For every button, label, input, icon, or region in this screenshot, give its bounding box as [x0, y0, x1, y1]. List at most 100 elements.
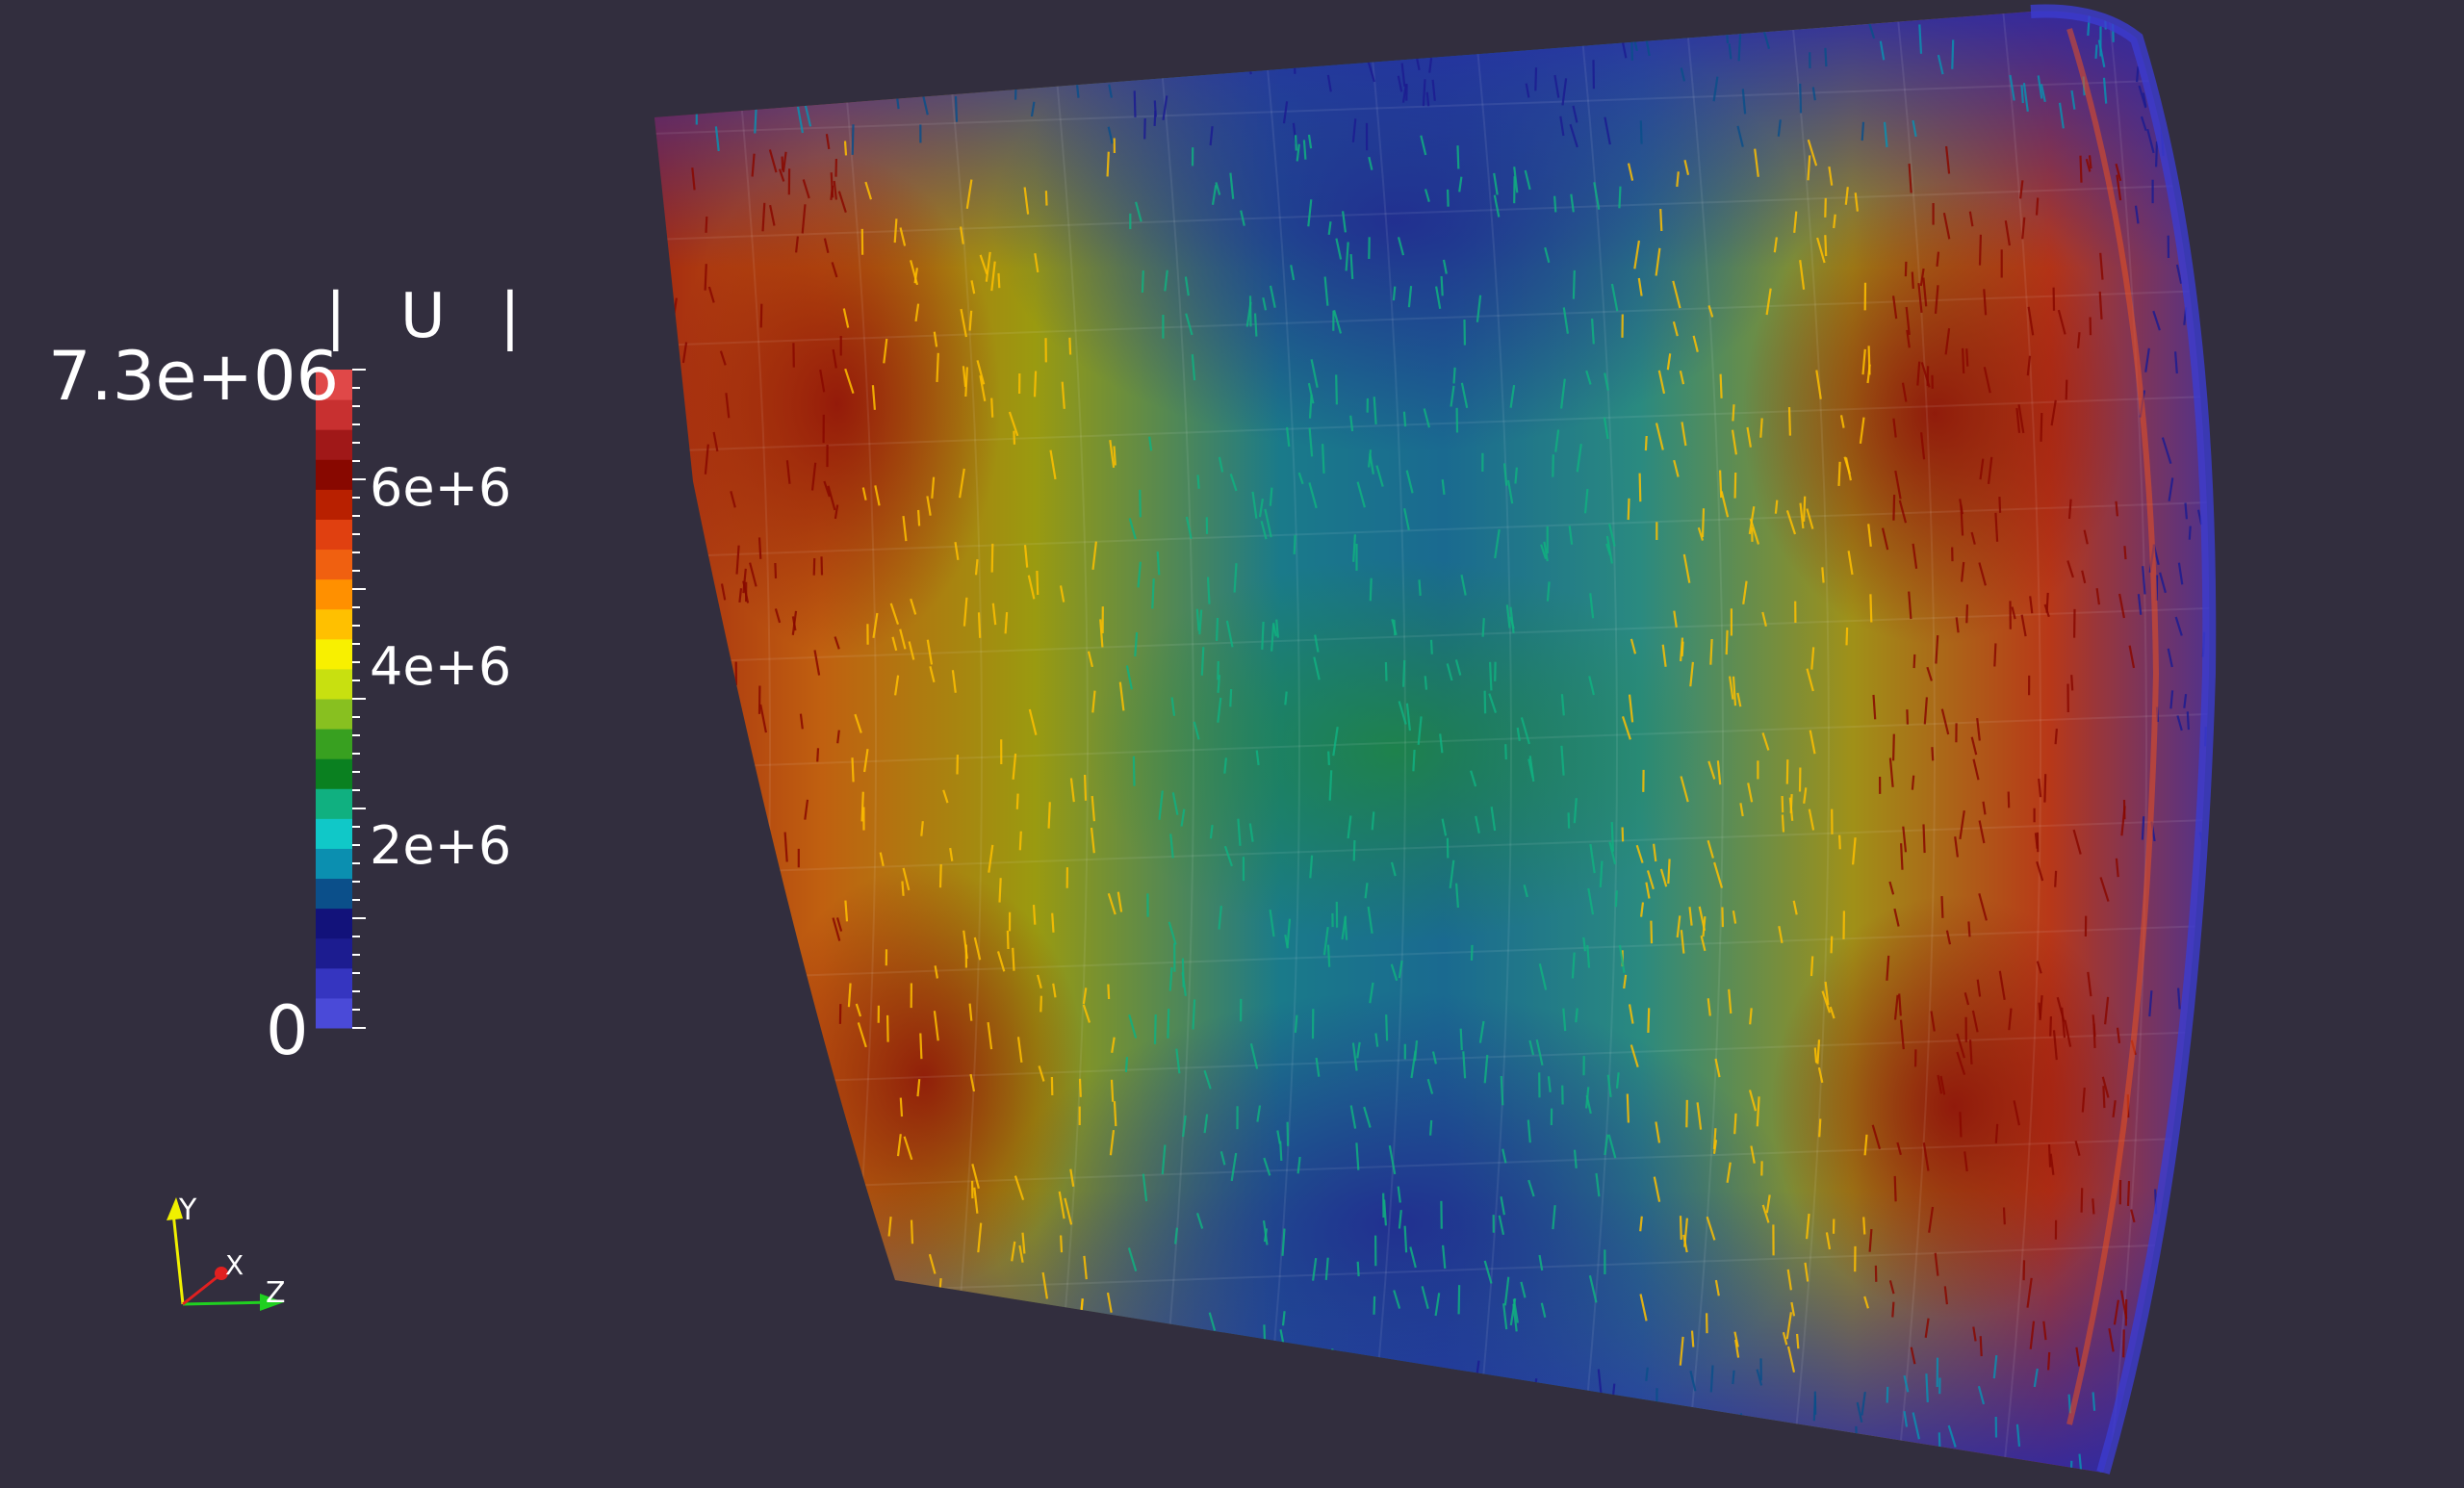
vector-glyph [926, 639, 934, 665]
vector-glyph [1998, 497, 2002, 513]
vector-glyph [1322, 444, 1325, 474]
vector-glyph [1828, 1436, 1835, 1467]
vector-glyph [729, 940, 733, 969]
vector-glyph [1869, 594, 1873, 623]
vector-glyph [1627, 498, 1630, 521]
vector-glyph [1535, 1039, 1544, 1066]
vector-glyph [1697, 526, 1705, 541]
vector-glyph [1781, 795, 1784, 813]
vector-glyph [1605, 535, 1613, 564]
vector-glyph [2169, 690, 2174, 709]
vector-glyph [2137, 594, 2143, 615]
vector-glyph [1498, 1215, 1505, 1236]
vector-glyph [671, 502, 674, 519]
vector-glyph [1091, 690, 1096, 713]
vector-glyph [1469, 1455, 1475, 1474]
vector-glyph [757, 944, 765, 964]
vector-glyph [1454, 659, 1462, 676]
vector-glyph [1090, 827, 1095, 854]
vector-glyph [1936, 251, 1940, 268]
vector-glyph [2027, 306, 2035, 336]
vector-glyph [735, 1438, 742, 1466]
vector-glyph [1460, 382, 1469, 409]
vector-glyph [1275, 619, 1279, 638]
vector-glyph [1493, 194, 1501, 218]
vector-glyph [2176, 1253, 2181, 1270]
vector-glyph [1912, 654, 1916, 669]
vector-glyph [1494, 528, 1501, 559]
vector-glyph [1092, 1354, 1099, 1373]
vector-glyph [1867, 346, 1871, 375]
vector-glyph [1482, 1399, 1493, 1426]
vector-glyph [1457, 1285, 1461, 1315]
vector-glyph [1786, 1269, 1792, 1291]
vector-glyph [2159, 572, 2167, 594]
vector-glyph [1446, 663, 1453, 681]
vector-glyph [857, 1022, 867, 1048]
vector-glyph [1422, 79, 1426, 107]
vector-glyph [822, 63, 834, 88]
vector-glyph [2038, 778, 2042, 798]
vector-glyph [920, 821, 924, 836]
vector-glyph [1030, 101, 1036, 117]
vector-glyph [1900, 843, 1904, 870]
vector-glyph [2099, 877, 2110, 902]
vector-glyph [2199, 1145, 2209, 1167]
vector-glyph [1397, 237, 1405, 256]
vector-glyph [1475, 815, 1480, 834]
vector-glyph [827, 485, 836, 511]
vector-glyph [968, 310, 973, 331]
vector-glyph [1824, 197, 1827, 218]
axis-label-z: Z [266, 1276, 286, 1310]
vector-glyph [874, 485, 881, 506]
vector-glyph [1198, 609, 1203, 635]
vector-glyph [1008, 411, 1019, 437]
mesh-line [654, 394, 2210, 453]
vector-glyph [2075, 1347, 2081, 1367]
vector-glyph [1206, 577, 1211, 604]
vector-glyph [1903, 1450, 1909, 1474]
vector-glyph [1014, 82, 1017, 100]
vector-glyph [1618, 186, 1622, 209]
vector-glyph [1756, 1369, 1763, 1386]
vector-glyph [934, 965, 938, 979]
vector-glyph [1732, 676, 1737, 706]
vector-glyph [1476, 295, 1482, 322]
vector-glyph [1004, 612, 1009, 634]
vector-glyph [1142, 1173, 1148, 1202]
vector-glyph [1971, 1010, 1979, 1033]
vector-glyph [2099, 252, 2104, 280]
vector-glyph [1128, 1013, 1138, 1039]
vector-glyph [851, 757, 855, 782]
vector-glyph [837, 191, 847, 214]
vector-glyph [1955, 617, 1960, 633]
vector-glyph [1595, 1172, 1601, 1197]
vector-glyph [1737, 31, 1742, 62]
vector-glyph [1036, 570, 1040, 596]
vector-glyph [2036, 961, 2042, 974]
vector-glyph [851, 124, 855, 155]
vector-glyph [2102, 1086, 2106, 1109]
vector-glyph [726, 1120, 732, 1139]
vector-glyph [787, 942, 793, 964]
vector-glyph [1068, 337, 1072, 355]
vector-glyph [1269, 909, 1275, 937]
vector-glyph [876, 1428, 880, 1445]
vector-glyph [1597, 1401, 1604, 1418]
vector-glyph [1307, 134, 1313, 149]
vector-glyph [1369, 453, 1374, 475]
vector-glyph [1363, 1106, 1372, 1128]
vector-glyph [704, 444, 709, 475]
vector-glyph [1426, 1078, 1434, 1094]
vector-glyph [2047, 1351, 2051, 1371]
vector-glyph [2174, 616, 2183, 636]
vector-glyph [848, 86, 852, 100]
vector-glyph [1606, 1074, 1612, 1098]
vector-glyph [1938, 1432, 1941, 1452]
vector-glyph [1335, 374, 1338, 405]
vector-glyph [1643, 1401, 1648, 1423]
vector-glyph [1689, 661, 1694, 687]
vector-glyph [1450, 1453, 1459, 1474]
vector-glyph [931, 476, 936, 499]
